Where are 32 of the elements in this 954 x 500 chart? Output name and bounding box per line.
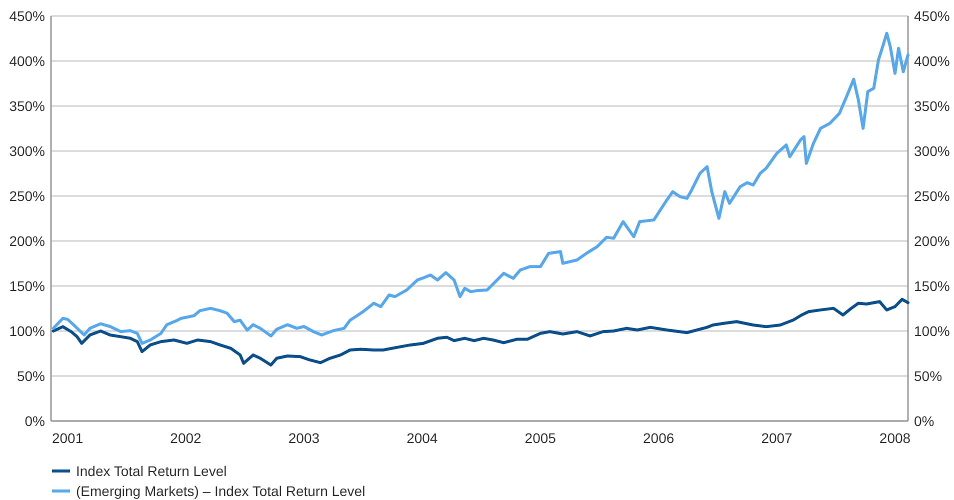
- y-tick-label: 100%: [9, 322, 45, 339]
- y2-tick-label: 200%: [914, 232, 950, 249]
- y-tick-label: 250%: [9, 188, 45, 204]
- x-tick-label: 2004: [406, 430, 438, 446]
- y2-tick-label: 400%: [914, 52, 950, 69]
- y2-tick-label: 250%: [914, 188, 950, 204]
- legend-label: (Emerging Markets) – Index Total Return Level: [76, 482, 366, 499]
- y-tick-label: 200%: [9, 232, 45, 249]
- y2-tick-label: 300%: [914, 142, 950, 159]
- x-tick-label: 2008: [879, 430, 911, 446]
- x-tick-label: 2001: [52, 430, 84, 446]
- y-tick-label: 450%: [9, 8, 45, 24]
- y2-tick-label: 50%: [914, 368, 942, 384]
- legend-label: Index Total Return Level: [76, 462, 227, 479]
- x-tick-label: 2005: [524, 430, 556, 446]
- y2-tick-label: 450%: [914, 8, 950, 24]
- y-tick-label: 0%: [24, 412, 45, 429]
- y-tick-label: 350%: [9, 98, 45, 114]
- line-series: [52, 298, 910, 367]
- y-tick-label: 50%: [16, 368, 45, 384]
- x-tick-label: 2006: [643, 430, 674, 446]
- line-series: [52, 32, 910, 345]
- y-tick-label: 300%: [9, 142, 45, 159]
- y2-tick-label: 100%: [914, 322, 950, 339]
- x-tick-label: 2003: [288, 430, 320, 446]
- x-tick-label: 2002: [170, 430, 202, 446]
- y-tick-label: 150%: [9, 278, 45, 294]
- y2-tick-label: 150%: [914, 278, 950, 294]
- y2-tick-label: 350%: [914, 98, 950, 114]
- y-tick-label: 400%: [9, 52, 45, 69]
- x-tick-label: 2007: [761, 430, 793, 446]
- y2-tick-label: 0%: [914, 412, 934, 429]
